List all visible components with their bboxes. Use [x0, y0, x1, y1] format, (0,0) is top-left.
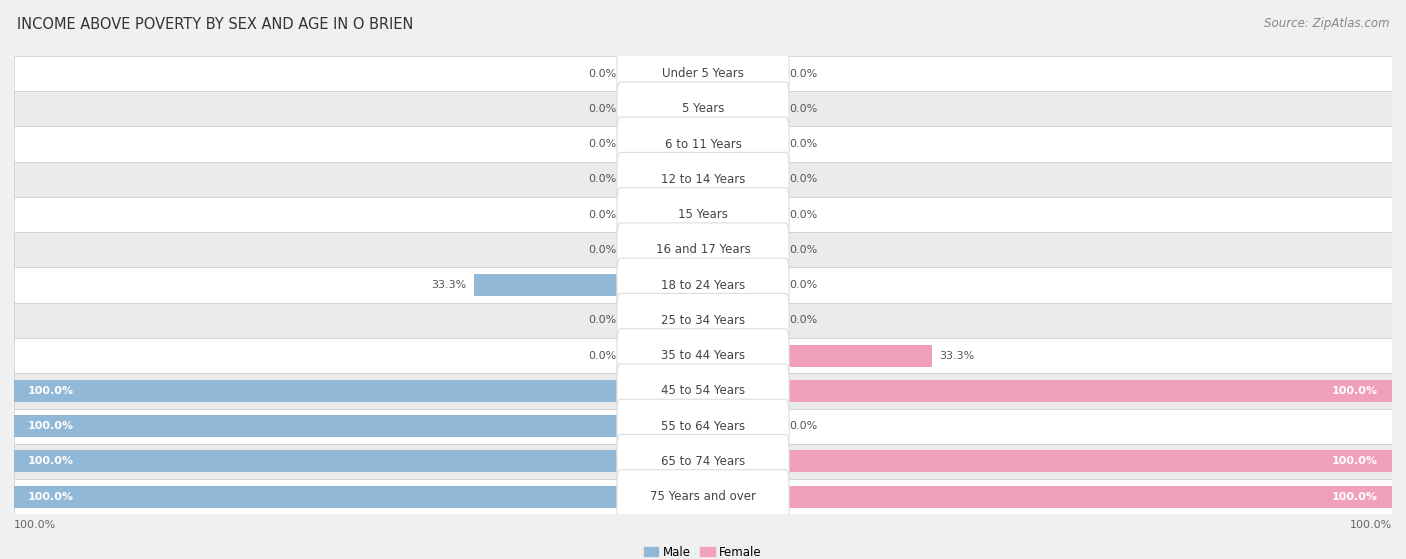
- Text: 100.0%: 100.0%: [1331, 386, 1378, 396]
- FancyBboxPatch shape: [617, 153, 789, 206]
- Text: 18 to 24 Years: 18 to 24 Years: [661, 278, 745, 292]
- FancyBboxPatch shape: [617, 82, 789, 136]
- Bar: [14, 380, 703, 402]
- Bar: [14, 409, 1392, 444]
- Text: 100.0%: 100.0%: [14, 519, 56, 529]
- Bar: [14, 197, 1392, 232]
- Bar: [14, 162, 1392, 197]
- Bar: [14, 303, 1392, 338]
- Bar: [14, 479, 1392, 514]
- Text: 0.0%: 0.0%: [589, 315, 617, 325]
- Text: 45 to 54 Years: 45 to 54 Years: [661, 385, 745, 397]
- Text: 12 to 14 Years: 12 to 14 Years: [661, 173, 745, 186]
- FancyBboxPatch shape: [617, 434, 789, 489]
- Text: 100.0%: 100.0%: [1331, 492, 1378, 501]
- Text: 100.0%: 100.0%: [28, 421, 75, 431]
- Text: 0.0%: 0.0%: [789, 69, 817, 78]
- FancyBboxPatch shape: [617, 399, 789, 453]
- Text: 0.0%: 0.0%: [789, 315, 817, 325]
- Bar: [14, 126, 1392, 162]
- Bar: [703, 345, 932, 367]
- Text: 100.0%: 100.0%: [28, 456, 75, 466]
- Text: 0.0%: 0.0%: [789, 245, 817, 255]
- Text: 6 to 11 Years: 6 to 11 Years: [665, 138, 741, 150]
- Bar: [14, 444, 1392, 479]
- Text: 33.3%: 33.3%: [432, 280, 467, 290]
- Text: 100.0%: 100.0%: [28, 492, 75, 501]
- Bar: [703, 380, 1392, 402]
- Legend: Male, Female: Male, Female: [640, 541, 766, 559]
- Bar: [474, 274, 703, 296]
- Bar: [14, 373, 1392, 409]
- FancyBboxPatch shape: [617, 188, 789, 241]
- Text: 35 to 44 Years: 35 to 44 Years: [661, 349, 745, 362]
- Text: 0.0%: 0.0%: [589, 350, 617, 361]
- Text: 75 Years and over: 75 Years and over: [650, 490, 756, 503]
- Bar: [14, 56, 1392, 91]
- Bar: [14, 267, 1392, 303]
- Bar: [703, 451, 1392, 472]
- Text: 0.0%: 0.0%: [589, 139, 617, 149]
- Text: 0.0%: 0.0%: [789, 210, 817, 220]
- Text: 0.0%: 0.0%: [789, 280, 817, 290]
- Text: 25 to 34 Years: 25 to 34 Years: [661, 314, 745, 327]
- FancyBboxPatch shape: [617, 223, 789, 277]
- FancyBboxPatch shape: [617, 364, 789, 418]
- Text: 0.0%: 0.0%: [589, 104, 617, 114]
- Text: Under 5 Years: Under 5 Years: [662, 67, 744, 80]
- Bar: [14, 415, 703, 437]
- FancyBboxPatch shape: [617, 46, 789, 101]
- FancyBboxPatch shape: [617, 329, 789, 382]
- Text: 0.0%: 0.0%: [789, 139, 817, 149]
- FancyBboxPatch shape: [617, 258, 789, 312]
- FancyBboxPatch shape: [617, 470, 789, 524]
- Bar: [14, 232, 1392, 267]
- Text: 0.0%: 0.0%: [589, 210, 617, 220]
- Text: 65 to 74 Years: 65 to 74 Years: [661, 455, 745, 468]
- Text: 16 and 17 Years: 16 and 17 Years: [655, 243, 751, 257]
- Text: INCOME ABOVE POVERTY BY SEX AND AGE IN O BRIEN: INCOME ABOVE POVERTY BY SEX AND AGE IN O…: [17, 17, 413, 32]
- Text: Source: ZipAtlas.com: Source: ZipAtlas.com: [1264, 17, 1389, 30]
- Text: 5 Years: 5 Years: [682, 102, 724, 115]
- Bar: [703, 486, 1392, 508]
- Bar: [14, 91, 1392, 126]
- Text: 0.0%: 0.0%: [789, 104, 817, 114]
- Text: 0.0%: 0.0%: [789, 174, 817, 184]
- Text: 0.0%: 0.0%: [589, 69, 617, 78]
- Text: 100.0%: 100.0%: [1331, 456, 1378, 466]
- Text: 100.0%: 100.0%: [1350, 519, 1392, 529]
- Text: 0.0%: 0.0%: [589, 245, 617, 255]
- Bar: [14, 486, 703, 508]
- Text: 0.0%: 0.0%: [789, 421, 817, 431]
- FancyBboxPatch shape: [617, 117, 789, 171]
- Text: 0.0%: 0.0%: [589, 174, 617, 184]
- Bar: [14, 451, 703, 472]
- Text: 33.3%: 33.3%: [939, 350, 974, 361]
- FancyBboxPatch shape: [617, 293, 789, 347]
- Text: 55 to 64 Years: 55 to 64 Years: [661, 420, 745, 433]
- Text: 15 Years: 15 Years: [678, 208, 728, 221]
- Bar: [14, 338, 1392, 373]
- Text: 100.0%: 100.0%: [28, 386, 75, 396]
